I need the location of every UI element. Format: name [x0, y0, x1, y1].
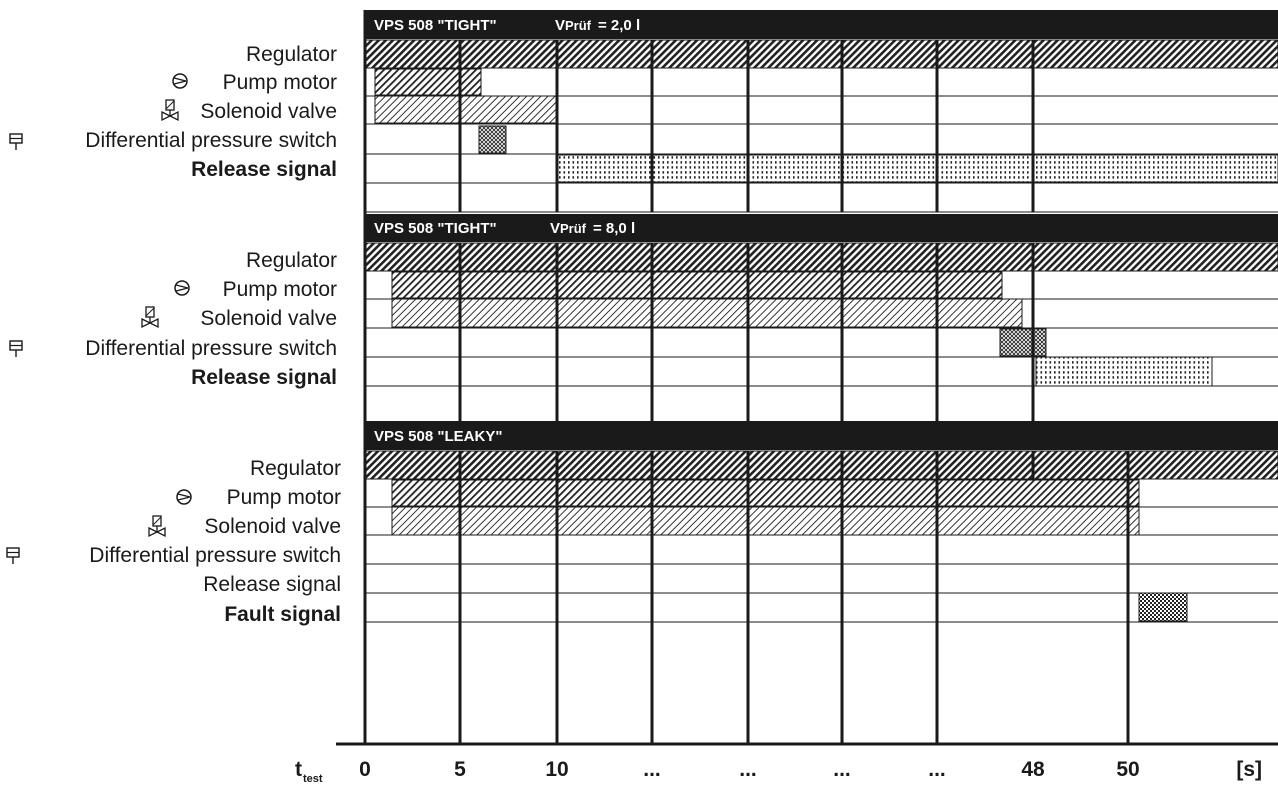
- regulator-bar: [364, 450, 1278, 480]
- volume-subscript: Prüf: [565, 18, 592, 33]
- signal-label: Regulator: [246, 249, 337, 272]
- signal-label: Release signal: [191, 366, 337, 389]
- solenoid-valve-icon: [141, 306, 159, 329]
- solenoid-valve-icon: [148, 515, 166, 538]
- panel-title: VPS 508 "LEAKY": [374, 428, 502, 445]
- signal-label: Regulator: [246, 43, 337, 66]
- axis-tick: 0: [359, 758, 371, 781]
- volume-subscript: Prüf: [560, 221, 587, 236]
- regulator-bar: [364, 242, 1278, 272]
- panel-title: VPS 508 "TIGHT": [374, 220, 497, 237]
- axis-tick: ...: [643, 758, 661, 781]
- pressure-switch-icon: [9, 340, 23, 357]
- signal-label: Solenoid valve: [204, 515, 341, 538]
- volume-prefix: V: [555, 17, 565, 34]
- axis-tick: ...: [833, 758, 851, 781]
- signal-label: Differential pressure switch: [89, 544, 341, 567]
- axis-label-subscript: test: [303, 773, 323, 785]
- panel-header: VPS 508 "TIGHT" V Prüf = 8,0 l: [365, 214, 1278, 242]
- signal-label: Release signal: [203, 573, 341, 596]
- solenoid-valve-bar: [391, 298, 1023, 328]
- signal-label: Differential pressure switch: [85, 337, 337, 360]
- axis-tick: 5: [454, 758, 466, 781]
- signal-label: Regulator: [250, 457, 341, 480]
- signal-label: Solenoid valve: [200, 100, 337, 123]
- fault-signal-bar: [1138, 592, 1188, 622]
- panel-header: VPS 508 "LEAKY": [365, 421, 1278, 450]
- volume-value: = 8,0 l: [593, 220, 635, 237]
- pump-motor-bar: [391, 479, 1140, 507]
- solenoid-valve-icon: [161, 99, 179, 122]
- pump-motor-bar: [374, 68, 482, 96]
- axis-tick: 10: [545, 758, 568, 781]
- axis-tick: 50: [1116, 758, 1139, 781]
- regulator-bar: [364, 39, 1278, 69]
- volume-prefix: V: [550, 220, 560, 237]
- time-axis: t test 0 5 10 ... ... ... ... 48 50 [s]: [295, 742, 1278, 785]
- grid-lines: [363, 10, 1130, 744]
- axis-label: t: [295, 758, 302, 781]
- solenoid-valve-bar: [374, 95, 557, 124]
- signal-label: Release signal: [191, 158, 337, 181]
- axis-tick: ...: [739, 758, 757, 781]
- pressure-switch-bar: [478, 125, 507, 154]
- pressure-switch-bar: [999, 328, 1047, 357]
- signal-bars: [364, 39, 1278, 622]
- signal-label: Pump motor: [227, 486, 341, 509]
- signal-label: Fault signal: [224, 603, 341, 626]
- pump-icon: [172, 73, 188, 89]
- solenoid-valve-bar: [391, 506, 1140, 536]
- pressure-switch-icon: [6, 547, 20, 564]
- release-signal-bar: [556, 154, 1278, 183]
- signal-labels: Regulator Pump motor Solenoid valve Diff…: [85, 43, 341, 626]
- signal-label: Differential pressure switch: [85, 129, 337, 152]
- panel-title: VPS 508 "TIGHT": [374, 17, 497, 34]
- pressure-switch-icon: [9, 133, 23, 150]
- volume-value: = 2,0 l: [598, 17, 640, 34]
- pump-motor-bar: [391, 271, 1003, 299]
- release-signal-bar: [1035, 356, 1213, 387]
- axis-tick: ...: [928, 758, 946, 781]
- signal-label: Pump motor: [223, 278, 337, 301]
- axis-tick: 48: [1021, 758, 1045, 781]
- pump-icon: [176, 489, 192, 505]
- pump-icon: [174, 280, 190, 296]
- axis-unit: [s]: [1236, 758, 1262, 781]
- signal-label: Pump motor: [223, 71, 337, 94]
- signal-label: Solenoid valve: [200, 307, 337, 330]
- panel-header: VPS 508 "TIGHT" V Prüf = 2,0 l: [365, 10, 1278, 39]
